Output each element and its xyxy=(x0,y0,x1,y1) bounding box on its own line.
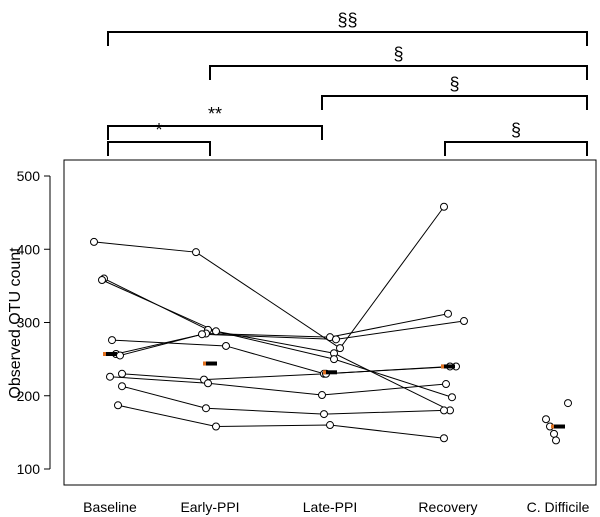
median-marker xyxy=(323,370,337,375)
significance-bracket xyxy=(444,141,588,156)
x-tick-label: Early-PPI xyxy=(180,499,239,515)
significance-label: §§ xyxy=(337,10,357,30)
data-point xyxy=(442,380,450,389)
median-marker xyxy=(203,361,217,366)
y-tick-label: 100 xyxy=(17,461,41,477)
significance-bracket xyxy=(209,65,588,80)
subject-line xyxy=(101,279,453,398)
data-point xyxy=(440,202,448,211)
significance-label: * xyxy=(155,120,162,140)
data-point xyxy=(222,341,230,350)
y-tick-label: 300 xyxy=(17,315,41,331)
data-point xyxy=(564,399,572,408)
data-point xyxy=(106,372,114,381)
data-point xyxy=(448,393,456,402)
significance-bracket xyxy=(107,125,323,140)
significance-label: ** xyxy=(208,104,222,124)
median-marker xyxy=(551,424,565,429)
data-point xyxy=(318,391,326,400)
median-accent xyxy=(103,351,106,356)
data-point xyxy=(440,406,448,415)
x-axis: Baseline Early-PPI Late-PPI Recovery C. Diff… xyxy=(83,499,589,515)
plot-frame xyxy=(63,159,597,486)
data-point xyxy=(326,421,334,430)
subject-line xyxy=(121,385,445,415)
x-tick-label: C. Difficile xyxy=(527,499,590,515)
data-point xyxy=(542,415,550,424)
data-point xyxy=(212,327,220,336)
data-point xyxy=(192,248,200,257)
subject-line xyxy=(119,320,465,356)
y-axis-label: Observed OTU count xyxy=(7,247,24,399)
subject-line xyxy=(109,376,447,396)
significance-label: § xyxy=(511,120,521,140)
significance-bracket xyxy=(107,31,588,46)
significance-bracket xyxy=(107,141,211,156)
data-point xyxy=(336,344,344,353)
data-point xyxy=(198,330,206,339)
x-tick-label: Recovery xyxy=(418,499,477,515)
subject-line xyxy=(115,313,449,355)
data-point xyxy=(98,276,106,285)
data-point xyxy=(330,355,338,364)
data-point xyxy=(444,309,452,318)
significance-label: § xyxy=(393,44,403,64)
data-point xyxy=(204,379,212,388)
median-accent xyxy=(323,370,326,375)
subject-line xyxy=(121,365,451,381)
data-point xyxy=(440,434,448,443)
data-points xyxy=(90,202,572,445)
median-marker xyxy=(441,364,455,369)
data-point xyxy=(552,436,560,445)
median-accent xyxy=(551,424,554,429)
data-point xyxy=(460,317,468,326)
data-point xyxy=(108,336,116,345)
data-point xyxy=(320,410,328,419)
data-point xyxy=(332,335,340,344)
y-axis: 100 200 300 400 500 xyxy=(17,168,51,477)
data-point xyxy=(202,404,210,413)
significance-brackets: §§§§**§* xyxy=(107,10,588,156)
median-accent xyxy=(441,364,444,369)
data-point xyxy=(90,237,98,246)
median-accent xyxy=(203,361,206,366)
data-point xyxy=(118,382,126,391)
data-point xyxy=(118,369,126,378)
data-point xyxy=(212,422,220,431)
significance-label: § xyxy=(449,74,459,94)
x-tick-label: Late-PPI xyxy=(303,499,357,515)
median-marker xyxy=(103,351,117,356)
data-point xyxy=(550,429,558,438)
y-tick-label: 200 xyxy=(17,388,41,404)
y-tick-label: 400 xyxy=(17,241,41,257)
subject-line xyxy=(117,404,445,439)
median-markers xyxy=(103,351,565,429)
subject-lines xyxy=(93,206,465,439)
subject-line xyxy=(93,206,445,349)
x-tick-label: Baseline xyxy=(83,499,137,515)
y-tick-label: 500 xyxy=(17,168,41,184)
data-point xyxy=(116,351,124,360)
data-point xyxy=(114,401,122,410)
significance-bracket xyxy=(321,95,588,110)
